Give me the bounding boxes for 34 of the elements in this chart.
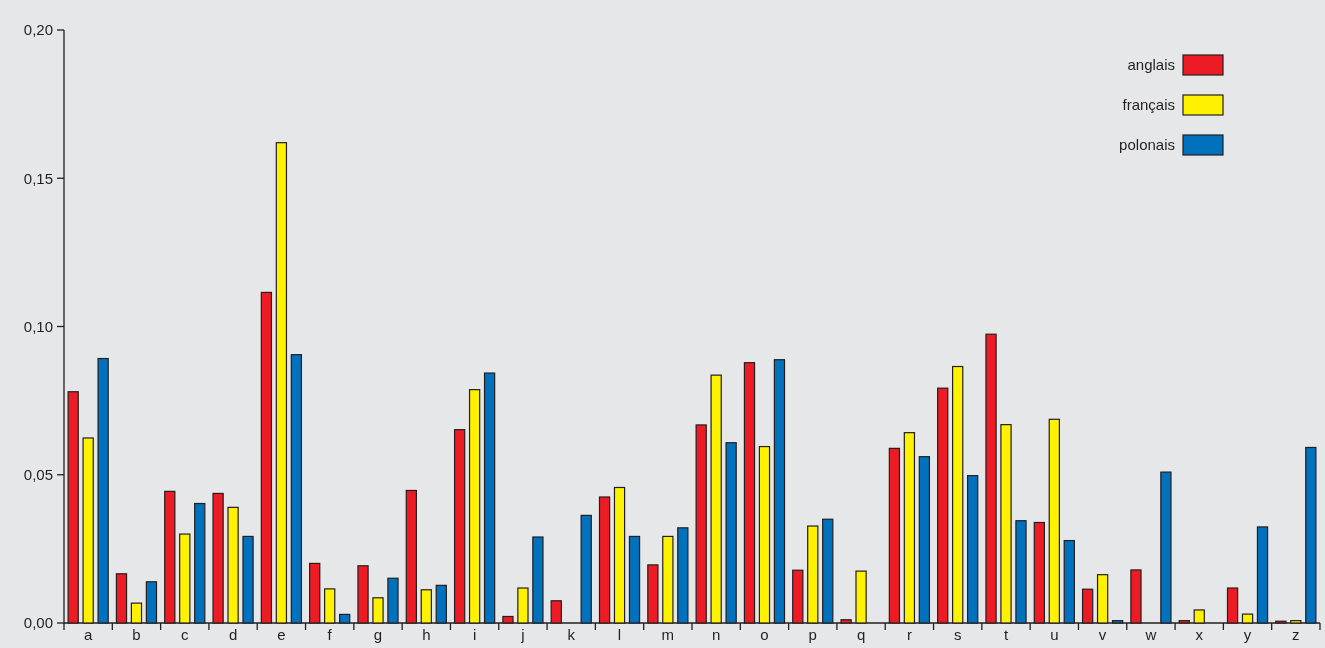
x-tick-label: g — [373, 626, 383, 643]
x-tick-label: a — [83, 626, 93, 643]
legend-label: anglais — [1127, 56, 1175, 74]
x-tick-label: x — [1195, 626, 1204, 643]
x-tick-label: b — [132, 626, 141, 643]
x-tick-label: d — [228, 626, 238, 643]
y-tick-label: 0,10 — [23, 317, 53, 335]
y-tick-label: 0,15 — [23, 169, 53, 187]
x-tick-label: y — [1243, 626, 1252, 643]
legend-label: polonais — [1119, 136, 1175, 154]
x-tick-label: n — [711, 626, 721, 643]
x-tick-label: t — [1003, 626, 1009, 643]
x-tick-label: o — [760, 626, 769, 643]
x-tick-label: m — [661, 626, 675, 643]
y-tick-label: 0,00 — [23, 614, 53, 632]
x-tick-label: z — [1292, 626, 1300, 643]
x-tick-label: f — [327, 626, 333, 643]
y-tick-label: 0,05 — [23, 466, 53, 483]
x-tick-label: l — [617, 626, 622, 643]
x-tick-label: p — [808, 626, 817, 643]
x-tick-label: e — [277, 626, 286, 643]
x-tick-label: u — [1050, 626, 1059, 643]
x-tick-label: q — [856, 626, 866, 643]
legend-label: français — [1122, 96, 1175, 114]
x-tick-label: r — [906, 626, 912, 643]
x-tick-label: v — [1098, 626, 1107, 643]
y-tick-label: 0,20 — [23, 21, 53, 39]
x-tick-label: s — [953, 626, 962, 643]
x-tick-label: k — [567, 626, 576, 643]
x-tick-label: w — [1144, 626, 1157, 643]
x-tick-label: c — [181, 626, 190, 643]
x-tick-label: h — [422, 626, 431, 643]
x-tick-label: j — [520, 626, 525, 643]
x-tick-label: i — [472, 626, 477, 643]
